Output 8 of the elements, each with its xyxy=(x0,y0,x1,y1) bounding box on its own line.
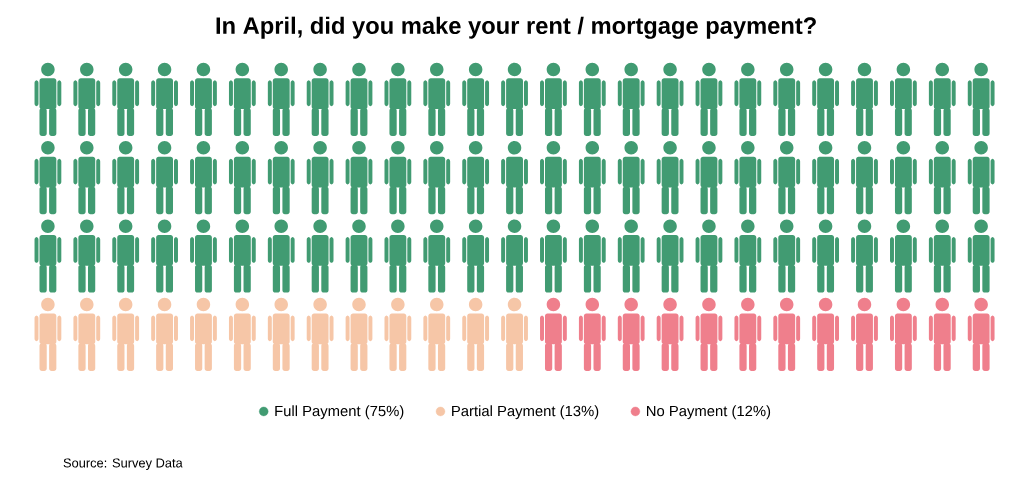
category-label: Partial Payment xyxy=(452,405,556,420)
source-note: Source: Survey Data xyxy=(63,458,183,471)
category-label: No Payment xyxy=(647,405,728,420)
data-label: (75%) xyxy=(365,405,404,420)
data-label: (12%) xyxy=(732,405,771,420)
text: In April, did you make your rent / mortgage payment? xyxy=(216,16,816,39)
category-label: Full Payment xyxy=(275,405,361,420)
data-label: (13%) xyxy=(560,405,599,420)
